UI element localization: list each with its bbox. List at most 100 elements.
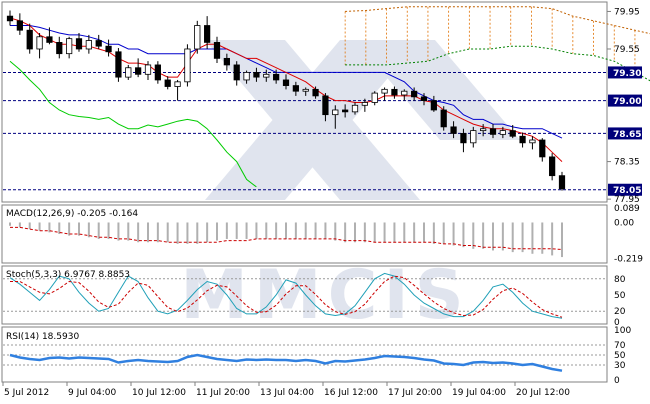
level-label-bg xyxy=(608,127,642,140)
watermark-logo: MMCIS xyxy=(180,40,520,335)
candle-bull xyxy=(361,102,368,106)
time-tick-label: 9 Jul 04:00 xyxy=(68,388,117,398)
price-panel-frame xyxy=(1,1,608,203)
candle-bear xyxy=(115,51,122,78)
level-label: 79.30 xyxy=(613,69,641,79)
candle-bull xyxy=(85,40,92,50)
stoch-tick-label: 80 xyxy=(614,275,626,285)
rsi-tick-label: 100 xyxy=(614,326,631,336)
candle-bear xyxy=(273,73,280,81)
stoch-k-line xyxy=(9,272,563,319)
candle-bear xyxy=(223,57,230,66)
candle-bull xyxy=(381,88,388,94)
candle-bull xyxy=(36,36,43,50)
candle-bear xyxy=(95,40,102,47)
candle-bull xyxy=(174,81,181,87)
macd-panel-frame xyxy=(1,204,608,264)
candle-bear xyxy=(420,96,428,101)
rsi-line xyxy=(9,353,563,372)
candle-bull xyxy=(480,128,487,132)
candle-bull xyxy=(351,104,359,113)
stoch-tick-label: 0 xyxy=(614,318,620,328)
candle-bear xyxy=(282,79,290,86)
price-tick-label: 79.95 xyxy=(614,7,640,17)
stoch-panel-frame xyxy=(1,265,608,325)
level-label-bg xyxy=(608,94,642,107)
macd-tick-label: 0.089 xyxy=(614,204,640,214)
macd-signal-line xyxy=(10,226,563,250)
candle-bear xyxy=(450,126,457,134)
candle-bull xyxy=(401,90,408,96)
candle-bear xyxy=(430,100,437,111)
rsi-tick-label: 0 xyxy=(614,376,620,386)
macd-layer xyxy=(9,222,563,258)
stoch-d-line xyxy=(10,275,563,318)
level-label: 78.05 xyxy=(613,186,641,196)
candle-bear xyxy=(16,20,23,31)
tenkan-line xyxy=(9,17,563,162)
candle-bull xyxy=(371,92,378,103)
rsi-tick-label: 70 xyxy=(614,341,626,351)
candle-bear xyxy=(46,36,53,43)
candle-bull xyxy=(125,67,132,78)
time-tick-label: 17 Jul 20:00 xyxy=(388,388,442,398)
candle-bear xyxy=(558,175,566,190)
candle-bear xyxy=(233,64,240,81)
candle-bear xyxy=(342,109,349,113)
candle-bear xyxy=(253,72,260,78)
candle-bear xyxy=(56,42,63,55)
level-label: 79.00 xyxy=(613,97,641,107)
candle-bull xyxy=(243,72,250,81)
time-tick-label: 5 Jul 2012 xyxy=(4,388,49,398)
macd-title: MACD(12,26,9) -0.205 -0.164 xyxy=(6,209,138,219)
candle-bear xyxy=(204,25,211,43)
candle-bull xyxy=(66,38,73,55)
candle-bear xyxy=(440,109,447,128)
stoch-tick-label: 50 xyxy=(614,291,626,301)
stoch-tick-label: 20 xyxy=(614,307,626,317)
candle-bear xyxy=(213,42,221,59)
time-tick-label: 16 Jul 12:00 xyxy=(324,388,378,398)
candle-bear xyxy=(164,79,171,87)
candle-bear xyxy=(154,64,161,81)
price-tick-label: 77.95 xyxy=(614,195,640,205)
candle-bull xyxy=(194,25,201,50)
level-label-bg xyxy=(608,66,642,79)
candle-bull xyxy=(263,73,270,78)
candle-bear xyxy=(312,88,319,97)
candle-bear xyxy=(549,156,556,177)
rsi-title: RSI(14) 18.5930 xyxy=(6,332,79,342)
time-tick-label: 10 Jul 12:00 xyxy=(132,388,186,398)
candle-bear xyxy=(489,128,497,135)
stoch-title: Stoch(5,3,3) 6.9767 8.8853 xyxy=(6,270,130,280)
macd-tick-label: 0.00 xyxy=(614,218,634,228)
candle-bear xyxy=(539,139,546,158)
candle-bull xyxy=(184,48,191,83)
candle-bear xyxy=(322,95,329,116)
chikou-line xyxy=(9,60,257,188)
candle-bull xyxy=(499,130,506,135)
candle-bull xyxy=(470,130,477,144)
span-b-line xyxy=(345,45,650,82)
rsi-tick-label: 30 xyxy=(614,361,626,371)
time-tick-label: 13 Jul 04:00 xyxy=(260,388,314,398)
rsi-tick-label: 50 xyxy=(614,351,626,361)
time-tick-label: 20 Jul 12:00 xyxy=(516,388,570,398)
candle-bear xyxy=(460,133,467,144)
macd-tick-label: -0.219 xyxy=(614,255,643,265)
price-tick-label: 79.55 xyxy=(614,45,640,55)
candle-bear xyxy=(391,88,398,96)
candle-bear xyxy=(411,90,418,98)
axis-layer: 79.95 79.55 78.35 77.95 79.30 79.00 78.65 78.05… xyxy=(2,7,643,398)
candle-bull xyxy=(529,139,536,144)
candle-bull xyxy=(302,88,309,92)
time-tick-label: 19 Jul 04:00 xyxy=(452,388,506,398)
candle-bear xyxy=(292,85,299,92)
rsi-layer xyxy=(3,344,606,372)
stoch-layer xyxy=(3,272,606,319)
candle-bear xyxy=(75,38,83,50)
price-tick-label: 78.35 xyxy=(614,158,640,168)
candle-bear xyxy=(509,130,516,137)
candle-bull xyxy=(332,109,339,116)
level-label: 78.65 xyxy=(613,130,641,140)
